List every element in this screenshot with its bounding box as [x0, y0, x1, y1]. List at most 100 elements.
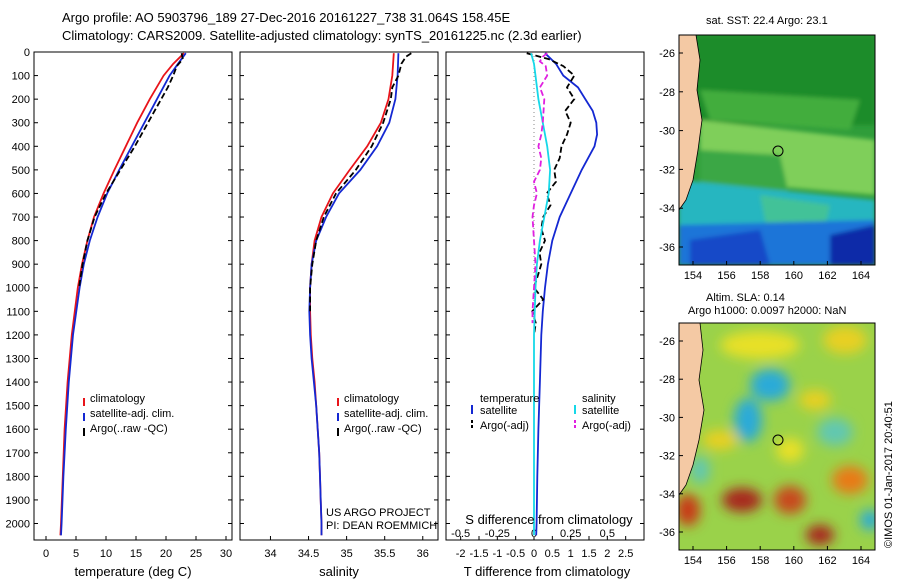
- temperature-xtick-label: 20: [160, 548, 172, 560]
- depth-tick-label: 1900: [6, 495, 30, 507]
- sla-lon-label: 154: [684, 555, 702, 567]
- difference-xtick-label: -0.5: [506, 548, 525, 560]
- sst-lon-label: 154: [684, 270, 702, 282]
- difference-series-argoadj: [531, 52, 549, 324]
- project-line-2: PI: DEAN ROEMMICH: [326, 520, 437, 532]
- depth-tick-label: 800: [12, 236, 30, 248]
- difference-panel-frame: [445, 51, 645, 541]
- depth-tick-label: 1100: [6, 306, 30, 318]
- sst-lon-label: 162: [818, 270, 836, 282]
- sst-lat-label: -30: [659, 126, 675, 138]
- depth-tick-label: 700: [12, 212, 30, 224]
- sst-lat-label: -32: [659, 164, 675, 176]
- temperature-xtick-label: 30: [220, 548, 232, 560]
- project-line-1: US ARGO PROJECT: [326, 507, 431, 519]
- difference-xtop-label: 0.5: [600, 528, 615, 540]
- salinity-xtick-label: 35.5: [374, 548, 395, 560]
- sst-lat-label: -26: [659, 48, 675, 60]
- legend-t-sat-label: satellite: [480, 405, 517, 417]
- depth-tick-label: 900: [12, 259, 30, 271]
- sst-lat-label: -28: [659, 87, 675, 99]
- difference-xtop-label: -0.5: [451, 528, 470, 540]
- depth-tick-label: 1600: [6, 424, 30, 436]
- sst-lon-label: 160: [785, 270, 803, 282]
- difference-xtick-label: -1.5: [470, 548, 489, 560]
- difference-series-tsat: [530, 52, 552, 536]
- difference-xtick-label: 0.5: [545, 548, 560, 560]
- depth-tick-label: 2000: [6, 518, 30, 530]
- salinity-series-clim: [309, 53, 395, 536]
- depth-tick-label: 200: [12, 94, 30, 106]
- sla-lat-label: -34: [659, 489, 675, 501]
- depth-tick-label: 1500: [6, 401, 30, 413]
- sla-map-title-1: Altim. SLA: 0.14: [706, 292, 785, 304]
- salinity-xtick-label: 34: [264, 548, 276, 560]
- difference-xtick-label: -1: [492, 548, 502, 560]
- legend-sat-label: satellite-adj. clim.: [344, 408, 428, 420]
- sla-lon-label: 156: [717, 555, 735, 567]
- legend-s-sat-label: satellite: [582, 405, 619, 417]
- temperature-xtick-label: 5: [73, 548, 79, 560]
- salinity-series-sat: [308, 53, 400, 536]
- sla-lat-label: -26: [659, 336, 675, 348]
- profile-plots: 0 5 10 15 20 25 300100200300400500600700800900…: [6, 47, 644, 560]
- depth-tick-label: 0: [24, 47, 30, 59]
- difference-xlabel: T difference from climatology: [464, 564, 631, 579]
- difference-xtick-label: 2: [604, 548, 610, 560]
- legend-temperature-title: temperature: [480, 393, 539, 405]
- sst-lat-label: -36: [659, 242, 675, 254]
- legend-sat-label: satellite-adj. clim.: [90, 408, 174, 420]
- temperature-panel-frame: [33, 51, 233, 541]
- temperature-xtick-label: 10: [100, 548, 112, 560]
- header-line-2: Climatology: CARS2009. Satellite-adjuste…: [62, 28, 582, 43]
- difference-xtick-label: 2.5: [618, 548, 633, 560]
- sla-map: [679, 323, 875, 550]
- sla-lon-label: 158: [751, 555, 769, 567]
- salinity-series-argo: [309, 52, 412, 312]
- difference-series-sat: [535, 52, 599, 536]
- difference-xtop-label: 0.25: [560, 528, 581, 540]
- depth-tick-label: 400: [12, 141, 30, 153]
- difference-xtick-label: 1.5: [581, 548, 596, 560]
- header-line-1: Argo profile: AO 5903796_189 27-Dec-2016…: [62, 10, 510, 25]
- temperature-legend: climatology satellite-adj. clim. Argo(..…: [83, 393, 174, 436]
- difference-xtick-label: 0: [531, 548, 537, 560]
- sst-map-title: sat. SST: 22.4 Argo: 23.1: [706, 15, 828, 27]
- temperature-plot: 0 5 10 15 20 25 300100200300400500600700800900…: [6, 47, 233, 560]
- legend-clim-label: climatology: [90, 393, 146, 405]
- legend-s-argo-label: Argo(-adj): [582, 420, 631, 432]
- difference-legend: temperature satellite Argo(-adj) salinit…: [471, 393, 631, 432]
- difference-xtop-label: -0.25: [485, 528, 510, 540]
- sla-lat-label: -32: [659, 451, 675, 463]
- difference-xtick-label: -2: [456, 548, 466, 560]
- temperature-xlabel: temperature (deg C): [74, 564, 191, 579]
- depth-tick-label: 1700: [6, 448, 30, 460]
- temperature-xtick-label: 0: [43, 548, 49, 560]
- salinity-xtick-label: 36: [417, 548, 429, 560]
- difference-plot: -2 -1.5 -1 -0.5 0 0.5 1 1.5 2 2.5-0.5 -0.25 0 0.25 0.…: [446, 51, 644, 560]
- map-ticks: 154 156 158 160 162 164 -26 -28 -30 -32 -34 -36 154 1…: [659, 48, 870, 567]
- depth-tick-label: 1000: [6, 283, 30, 295]
- depth-tick-label: 1400: [6, 377, 30, 389]
- salinity-xtick-label: 34.5: [298, 548, 319, 560]
- sst-map-frame: [678, 34, 876, 266]
- temperature-xtick-label: 15: [130, 548, 142, 560]
- sst-lat-label: -34: [659, 203, 675, 215]
- depth-tick-label: 1200: [6, 330, 30, 342]
- sst-map: [679, 35, 875, 265]
- sla-lon-label: 162: [818, 555, 836, 567]
- salinity-panel-frame: [239, 51, 439, 541]
- sla-map-title-2: Argo h1000: 0.0097 h2000: NaN: [688, 305, 846, 317]
- legend-argo-label: Argo(..raw -QC): [344, 423, 422, 435]
- sla-lon-label: 164: [852, 555, 870, 567]
- sst-lon-label: 164: [852, 270, 870, 282]
- sla-map-frame: [678, 322, 876, 551]
- temperature-xtick-label: 25: [190, 548, 202, 560]
- salinity-xtick-label: 35: [340, 548, 352, 560]
- sla-lat-label: -28: [659, 374, 675, 386]
- sst-lon-label: 158: [751, 270, 769, 282]
- sla-lat-label: -36: [659, 527, 675, 539]
- depth-tick-label: 1300: [6, 353, 30, 365]
- salinity-xlabel: salinity: [319, 564, 359, 579]
- sla-lat-label: -30: [659, 412, 675, 424]
